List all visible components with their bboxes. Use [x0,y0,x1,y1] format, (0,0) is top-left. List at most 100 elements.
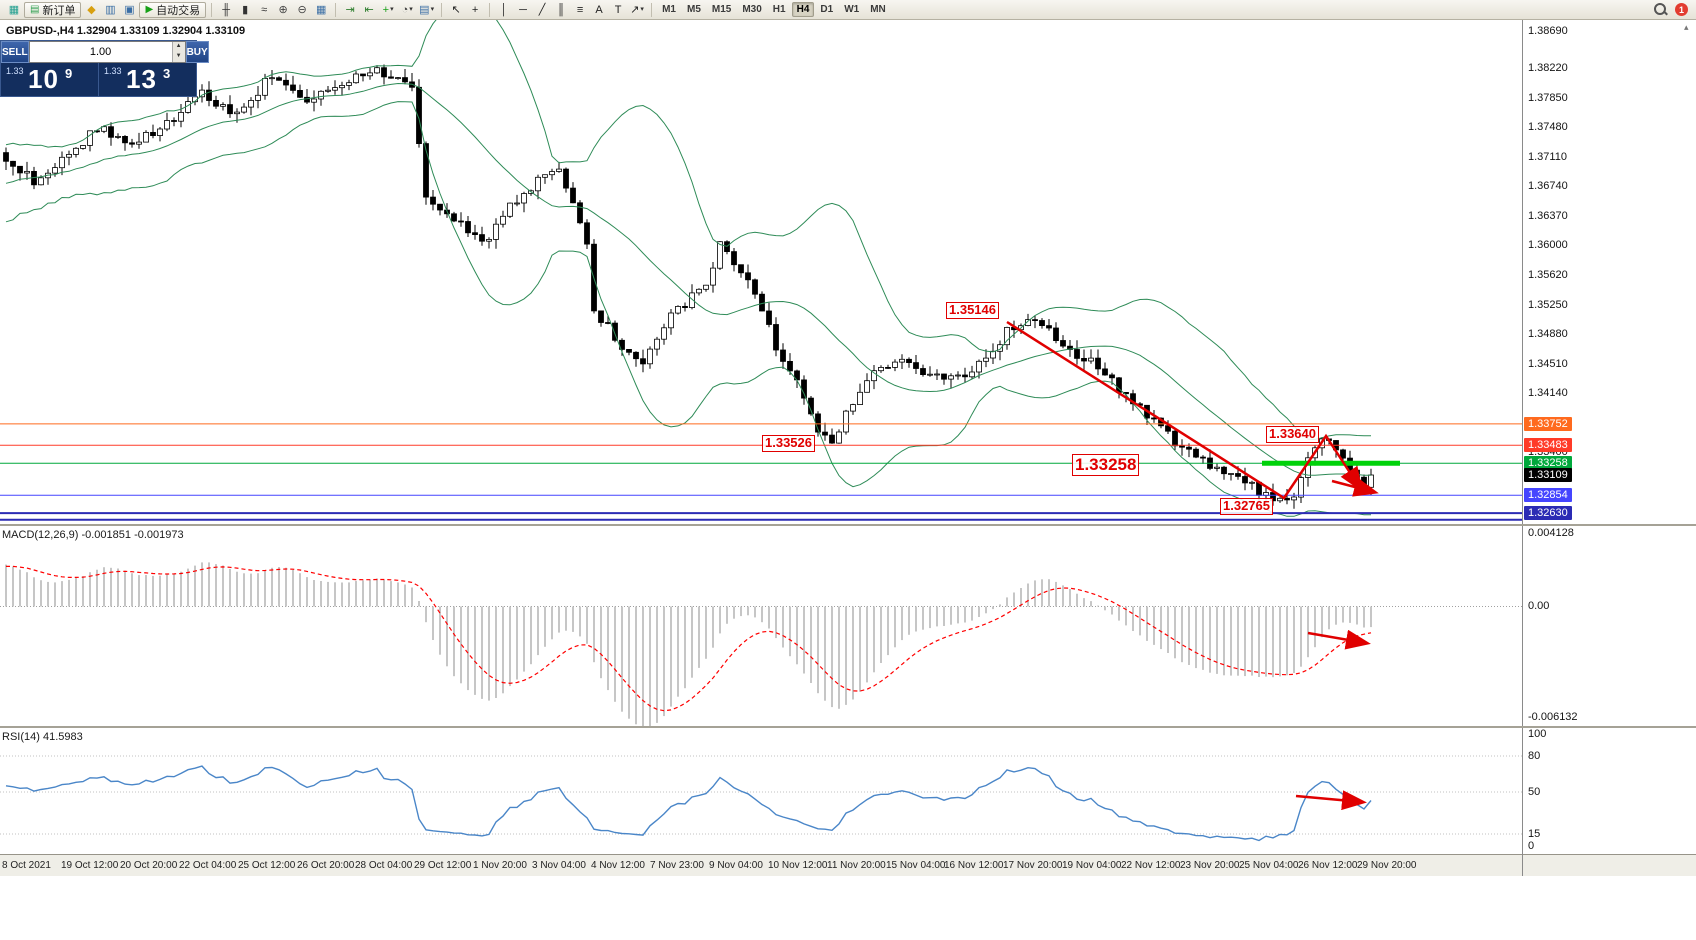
panel-splitter-rsi[interactable] [0,726,1696,728]
stepper-up-icon[interactable]: ▲ [175,43,182,49]
panel-splitter-macd[interactable] [0,524,1696,526]
candlestick-chart-icon[interactable]: ▮ [236,2,254,18]
zoom-in-icon[interactable]: ⊕ [274,2,292,18]
time-axis-label: 26 Nov 12:00 [1298,860,1358,871]
time-axis-label: 29 Nov 20:00 [1357,860,1417,871]
arrows-icon: ↗ [630,3,640,16]
trend-line[interactable] [1006,320,1363,500]
price-annotation-1.33526[interactable]: 1.33526 [762,435,815,452]
market-watch-icon[interactable]: ▥ [101,2,119,18]
chart-shift-icon[interactable]: ⇤ [360,2,378,18]
price-tag-1.32630: 1.32630 [1524,506,1572,520]
autotrading-icon: ▶ [145,4,154,15]
rsi-line [5,765,1372,842]
expert-advisor-icon[interactable]: ◆ [82,2,100,18]
scrollbar-up-icon[interactable]: ▴ [1684,22,1689,32]
volume-stepper[interactable]: ▲ ▼ [171,42,185,62]
market-watch-icon: ▥ [105,3,116,16]
macd-plot-area[interactable] [0,526,1522,726]
horizontal-line-icon: ─ [519,3,527,16]
label-icon: T [614,3,622,16]
rsi-annotation-arrow[interactable] [1295,790,1367,811]
price-annotation-1.33258[interactable]: 1.33258 [1072,454,1140,476]
timeframe-w1-button[interactable]: W1 [844,4,860,15]
time-axis-label: 29 Oct 12:00 [414,860,472,871]
price-annotation-1.35146[interactable]: 1.35146 [946,302,999,319]
bar-chart-icon[interactable]: ╫ [217,2,235,18]
timeframe-h1-button[interactable]: H1 [772,4,786,15]
macd-panel: MACD(12,26,9) -0.001851 -0.001973 0.0041… [0,526,1696,726]
price-tag-1.33752: 1.33752 [1524,417,1572,431]
chart-plot-area[interactable] [0,20,1522,524]
dropdown-caret-icon: ▾ [430,5,435,13]
timeframe-group: M1 M5 M15 M30 H1 H4 D1 W1 MN [655,2,893,17]
current-price-tag: 1.33109 [1524,468,1572,482]
ask-price[interactable]: 1.33 13 3 [99,63,196,96]
template-icon[interactable]: ▤ ▾ [417,2,436,18]
text-icon: A [595,3,603,16]
volume-input[interactable] [29,42,172,62]
rsi-plot-area[interactable] [0,728,1522,854]
new-order-icon: ▤ [30,4,40,15]
crosshair-icon: + [471,3,479,16]
indicators-add-icon[interactable]: + ▾ [379,2,397,18]
period-selector-icon[interactable]: ◔ ▾ [398,2,416,18]
timeframe-mn-button[interactable]: MN [870,4,886,15]
autotrading-button[interactable]: ▶ 自动交易 [139,1,207,18]
time-axis-label: 11 Nov 20:00 [827,860,886,871]
trendline-icon[interactable]: ╱ [533,2,551,18]
horizontal-line-icon[interactable]: ─ [514,2,532,18]
time-axis-label: 19 Oct 12:00 [61,860,119,871]
sell-button[interactable]: SELL [1,41,29,63]
expert-advisor-icon: ◆ [87,3,96,16]
price-axis-label: 1.37850 [1528,92,1568,104]
timeframe-h4-button[interactable]: H4 [791,2,815,17]
trend-arrow[interactable] [1331,477,1379,497]
time-axis[interactable]: 8 Oct 2021 19 Oct 12:00 20 Oct 20:00 22 Oct… [0,854,1696,876]
macd-annotation-arrow[interactable] [1307,629,1371,650]
timeframe-m15-button[interactable]: M15 [711,4,732,15]
price-axis-label: 1.36370 [1528,210,1568,222]
buy-button[interactable]: BUY [185,41,209,63]
price-annotation-1.33640[interactable]: 1.33640 [1266,426,1319,443]
timeframe-m5-button[interactable]: M5 [686,4,701,15]
tile-windows-icon[interactable]: ▦ [312,2,330,18]
price-tag-1.33258: 1.33258 [1524,456,1572,470]
bid-price[interactable]: 1.33 10 9 [1,63,99,96]
dropdown-caret-icon: ▾ [640,5,644,13]
new-order-button[interactable]: ▤ 新订单 [24,1,82,18]
arrows-icon[interactable]: ↗ ▾ [628,2,646,18]
time-axis-label: 7 Nov 23:00 [650,860,704,871]
line-chart-icon[interactable]: ≈ [255,2,273,18]
timeframe-d1-button[interactable]: D1 [820,4,834,15]
charts-grid-icon[interactable]: ▦ [5,2,23,18]
data-window-icon[interactable]: ▣ [120,2,138,18]
data-window-icon: ▣ [124,3,135,16]
price-tag-1.33483: 1.33483 [1524,438,1572,452]
label-icon[interactable]: T [609,2,627,18]
bollinger-upper-band [5,20,1371,441]
text-icon[interactable]: A [590,2,608,18]
bid-price-small: 1.33 [6,66,24,76]
stepper-down-icon[interactable]: ▼ [175,53,182,59]
search-icon[interactable] [1653,2,1668,17]
crosshair-icon[interactable]: + [466,2,484,18]
price-tag-1.32854: 1.32854 [1524,488,1572,502]
fibonacci-icon[interactable]: ≡ [571,2,589,18]
chart-shift-icon: ⇤ [364,3,374,16]
ask-price-sup: 3 [163,66,171,81]
auto-scroll-icon[interactable]: ⇥ [341,2,359,18]
bid-price-sup: 9 [65,66,73,81]
timeframe-m1-button[interactable]: M1 [662,4,676,15]
channel-icon[interactable]: ║ [552,2,570,18]
timeframe-m30-button[interactable]: M30 [742,4,762,15]
vertical-line-icon[interactable]: │ [495,2,513,18]
notification-badge[interactable]: 1 [1675,3,1688,16]
cursor-icon[interactable]: ↖ [447,2,465,18]
price-annotation-1.32765[interactable]: 1.32765 [1220,498,1273,515]
toolbar-separator [211,2,213,17]
cursor-icon: ↖ [451,3,461,16]
macd-signal-line [6,565,1372,712]
zoom-out-icon[interactable]: ⊖ [293,2,311,18]
auto-scroll-icon: ⇥ [345,3,355,16]
